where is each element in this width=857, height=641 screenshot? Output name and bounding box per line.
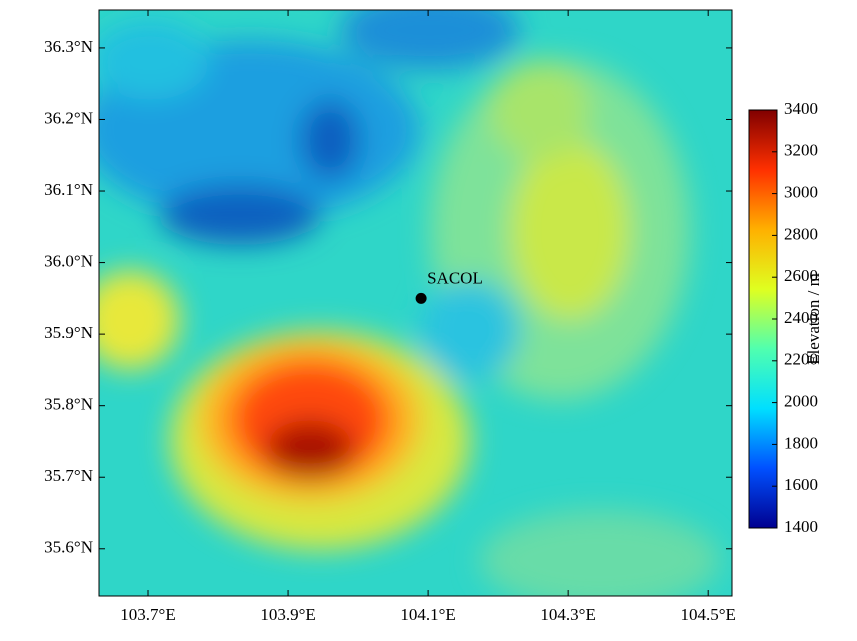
colorbar-tick-label: 2400: [784, 308, 818, 327]
y-tick-label: 36.0°N: [44, 251, 93, 270]
y-tick-label: 36.2°N: [44, 108, 93, 127]
x-tick-label: 104.5°E: [680, 605, 735, 624]
y-tick-label: 35.8°N: [44, 395, 93, 414]
colorbar-tick-label: 2000: [784, 392, 818, 411]
plot-frame: [98, 9, 733, 597]
y-tick-label: 36.1°N: [44, 180, 93, 199]
y-tick-label: 36.3°N: [44, 37, 93, 56]
elevation-raster: [99, 10, 732, 596]
x-tick-label: 103.7°E: [120, 605, 175, 624]
colorbar-tick-label: 3200: [784, 141, 818, 160]
colorbar-tick-label: 2200: [784, 350, 818, 369]
colorbar-tick-label: 1600: [784, 475, 818, 494]
colorbar-tick-label: 2600: [784, 266, 818, 285]
x-tick-label: 104.1°E: [400, 605, 455, 624]
y-tick-label: 35.9°N: [44, 323, 93, 342]
colorbar-tick-label: 2800: [784, 224, 818, 243]
colorbar-tick-label: 3000: [784, 183, 818, 202]
x-tick-label: 104.3°E: [540, 605, 595, 624]
station-label: SACOL: [427, 268, 483, 287]
colorbar-tick-label: 1800: [784, 433, 818, 452]
colorbar-label: Elevation / m: [804, 273, 823, 365]
y-tick-label: 35.6°N: [44, 538, 93, 557]
station-marker: [415, 292, 427, 304]
y-tick-label: 35.7°N: [44, 466, 93, 485]
x-tick-label: 103.9°E: [260, 605, 315, 624]
colorbar-tick-label: 1400: [784, 517, 818, 536]
colorbar-tick-label: 3400: [784, 99, 818, 118]
